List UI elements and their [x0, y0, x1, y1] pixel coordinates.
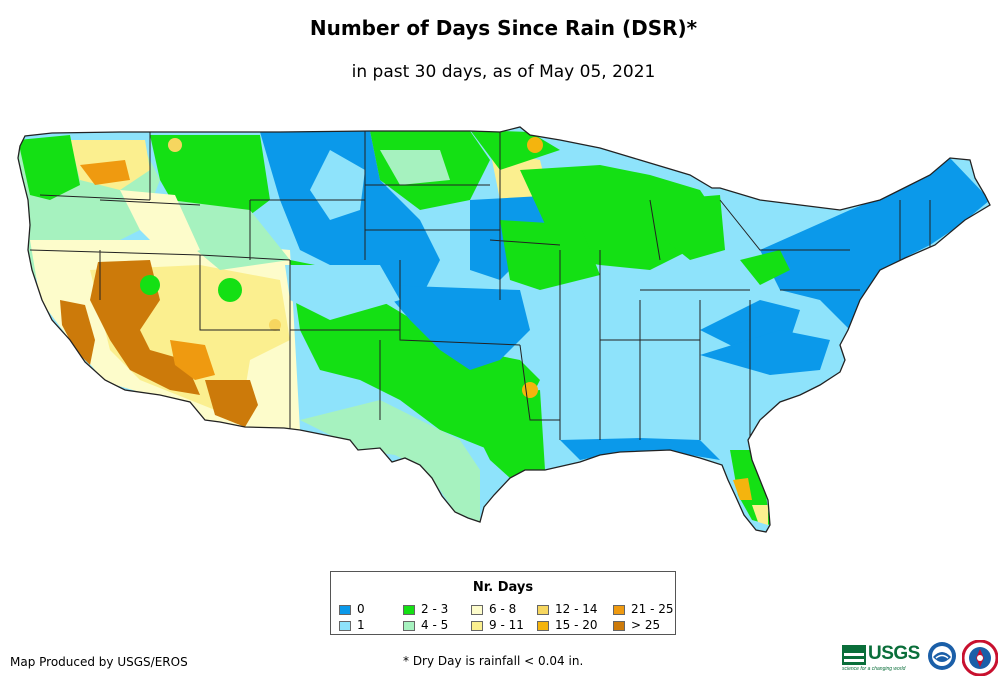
legend-swatch: [339, 604, 351, 615]
map-title: Number of Days Since Rain (DSR)*: [309, 16, 698, 40]
dsr-area-4-5-days-texas: [300, 400, 480, 522]
usgs-logo-tagline: science for a changing world: [842, 666, 906, 672]
legend-item: 12 - 14: [537, 603, 598, 616]
dsr-data-layer: [18, 127, 990, 532]
legend-swatch: [471, 620, 483, 631]
noaa-logo: [928, 642, 956, 670]
dsr-area-2-3-days-east-texas: [460, 390, 545, 478]
legend-item: 4 - 5: [403, 619, 448, 632]
dsr-area-over-25-days-nevada: [90, 260, 200, 395]
map-credit: Map Produced by USGS/EROS: [10, 655, 188, 669]
legend-swatch: [537, 604, 549, 615]
dsr-area-21-25-days-southwest: [170, 340, 215, 380]
dsr-area-1-day-northern-plains: [310, 150, 365, 220]
dsr-area-2-3-days-iowa: [500, 220, 600, 290]
dsr-patch-12-14-days-montana: [168, 138, 182, 152]
dsr-area-21-25-days-northwest: [80, 160, 130, 185]
legend-label: 9 - 11: [489, 618, 524, 632]
legend-label: 4 - 5: [421, 618, 449, 632]
dsr-area-9-11-days-florida: [752, 505, 768, 525]
dsr-area-2-3-days-michigan: [660, 195, 725, 260]
usgs-logo: USGS science for a changing world: [842, 643, 922, 673]
dsr-area-4-5-days-north-dakota: [380, 150, 450, 185]
legend-swatch: [471, 604, 483, 615]
dsr-area-2-3-days-appalachia: [740, 250, 790, 285]
legend-item: 1: [339, 619, 365, 632]
dsr-patch-2-3-days-utah: [218, 278, 242, 302]
dsr-area-over-25-days-arizona: [205, 380, 258, 427]
legend-label: 15 - 20: [555, 618, 598, 632]
dsr-patch-15-20-days-missouri: [522, 382, 538, 398]
legend: Nr. Days 0 1 2 - 3 4 - 5 6 - 8 9 - 11 12 - 14 1…: [330, 571, 676, 635]
legend-item: 2 - 3: [403, 603, 448, 616]
dsr-area-0-days-northeast: [760, 158, 990, 330]
legend-item: 9 - 11: [471, 619, 524, 632]
dsr-area-0-days-northern-plains: [260, 131, 440, 300]
usgs-logo-text: USGS: [868, 643, 920, 664]
dsr-area-0-days-kansas-oklahoma: [380, 285, 530, 370]
legend-swatch: [613, 604, 625, 615]
dsr-area-15-20-days-florida: [733, 478, 752, 500]
us-dsr-map: [17, 126, 991, 533]
legend-swatch: [613, 620, 625, 631]
dsr-patch-15-20-days-north-dakota: [527, 137, 543, 153]
legend-swatch: [339, 620, 351, 631]
legend-item: > 25: [613, 619, 660, 632]
legend-swatch: [403, 604, 415, 615]
dsr-patch-2-3-days-nevada: [140, 275, 160, 295]
legend-swatch: [403, 620, 415, 631]
usgs-logo-mark: [842, 645, 866, 665]
dsr-area-2-3-days-northwest: [18, 135, 80, 200]
legend-label: 12 - 14: [555, 602, 598, 616]
dry-day-footnote: * Dry Day is rainfall < 0.04 in.: [403, 654, 584, 668]
legend-label: > 25: [631, 618, 661, 632]
dsr-area-4-5-days-rockies: [170, 200, 290, 270]
dsr-area-6-8-days-idaho: [120, 190, 200, 260]
legend-label: 0: [357, 602, 365, 616]
legend-item: 21 - 25: [613, 603, 674, 616]
legend-item: 15 - 20: [537, 619, 598, 632]
legend-title: Nr. Days: [472, 580, 534, 595]
dsr-area-1-day-colorado: [285, 265, 400, 320]
legend-swatch: [537, 620, 549, 631]
state-boundaries: [29, 131, 931, 440]
legend-label: 6 - 8: [489, 602, 517, 616]
dsr-patch-12-14-days-colorado: [269, 319, 281, 331]
nws-logo: [962, 640, 998, 676]
map-subtitle: in past 30 days, as of May 05, 2021: [351, 62, 656, 82]
legend-item: 6 - 8: [471, 603, 516, 616]
legend-label: 1: [357, 618, 365, 632]
legend-label: 2 - 3: [421, 602, 449, 616]
legend-label: 21 - 25: [631, 602, 674, 616]
dsr-area-0-days-carolinas: [700, 330, 830, 375]
legend-item: 0: [339, 603, 365, 616]
dsr-area-over-25-days-california: [60, 300, 95, 365]
